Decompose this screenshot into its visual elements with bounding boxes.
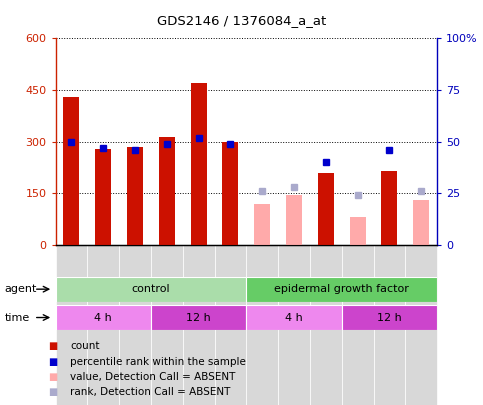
Text: ■: ■ — [48, 388, 57, 397]
Bar — [342, 305, 437, 330]
Text: 12 h: 12 h — [377, 313, 402, 322]
Text: ■: ■ — [48, 357, 57, 367]
Bar — [246, 277, 437, 302]
Bar — [413, 200, 429, 245]
Text: 12 h: 12 h — [186, 313, 211, 322]
Bar — [342, 245, 373, 405]
Bar — [246, 305, 342, 330]
Bar — [119, 245, 151, 405]
Text: time: time — [5, 313, 30, 322]
Bar — [151, 245, 183, 405]
Bar — [286, 195, 302, 245]
Text: value, Detection Call = ABSENT: value, Detection Call = ABSENT — [70, 372, 235, 382]
Bar — [254, 204, 270, 245]
Bar — [87, 245, 119, 405]
Bar — [56, 277, 246, 302]
Text: 4 h: 4 h — [94, 313, 112, 322]
Bar — [56, 245, 87, 405]
Text: GDS2146 / 1376084_a_at: GDS2146 / 1376084_a_at — [157, 14, 326, 27]
Text: ■: ■ — [48, 372, 57, 382]
Text: rank, Detection Call = ABSENT: rank, Detection Call = ABSENT — [70, 388, 230, 397]
Bar — [350, 217, 366, 245]
Text: epidermal growth factor: epidermal growth factor — [274, 284, 409, 294]
Bar — [159, 136, 175, 245]
Text: control: control — [132, 284, 170, 294]
Bar — [127, 147, 143, 245]
Text: percentile rank within the sample: percentile rank within the sample — [70, 357, 246, 367]
Text: count: count — [70, 341, 99, 351]
Bar — [151, 305, 246, 330]
Bar — [56, 305, 151, 330]
Text: 4 h: 4 h — [285, 313, 303, 322]
Text: agent: agent — [5, 284, 37, 294]
Text: ■: ■ — [48, 341, 57, 351]
Bar — [310, 245, 342, 405]
Bar — [246, 245, 278, 405]
Bar — [214, 245, 246, 405]
Bar — [191, 83, 207, 245]
Bar — [278, 245, 310, 405]
Bar — [405, 245, 437, 405]
Bar — [382, 171, 398, 245]
Bar — [223, 142, 239, 245]
Bar — [318, 173, 334, 245]
Bar — [95, 149, 111, 245]
Bar — [183, 245, 214, 405]
Bar — [373, 245, 405, 405]
Bar — [63, 97, 79, 245]
